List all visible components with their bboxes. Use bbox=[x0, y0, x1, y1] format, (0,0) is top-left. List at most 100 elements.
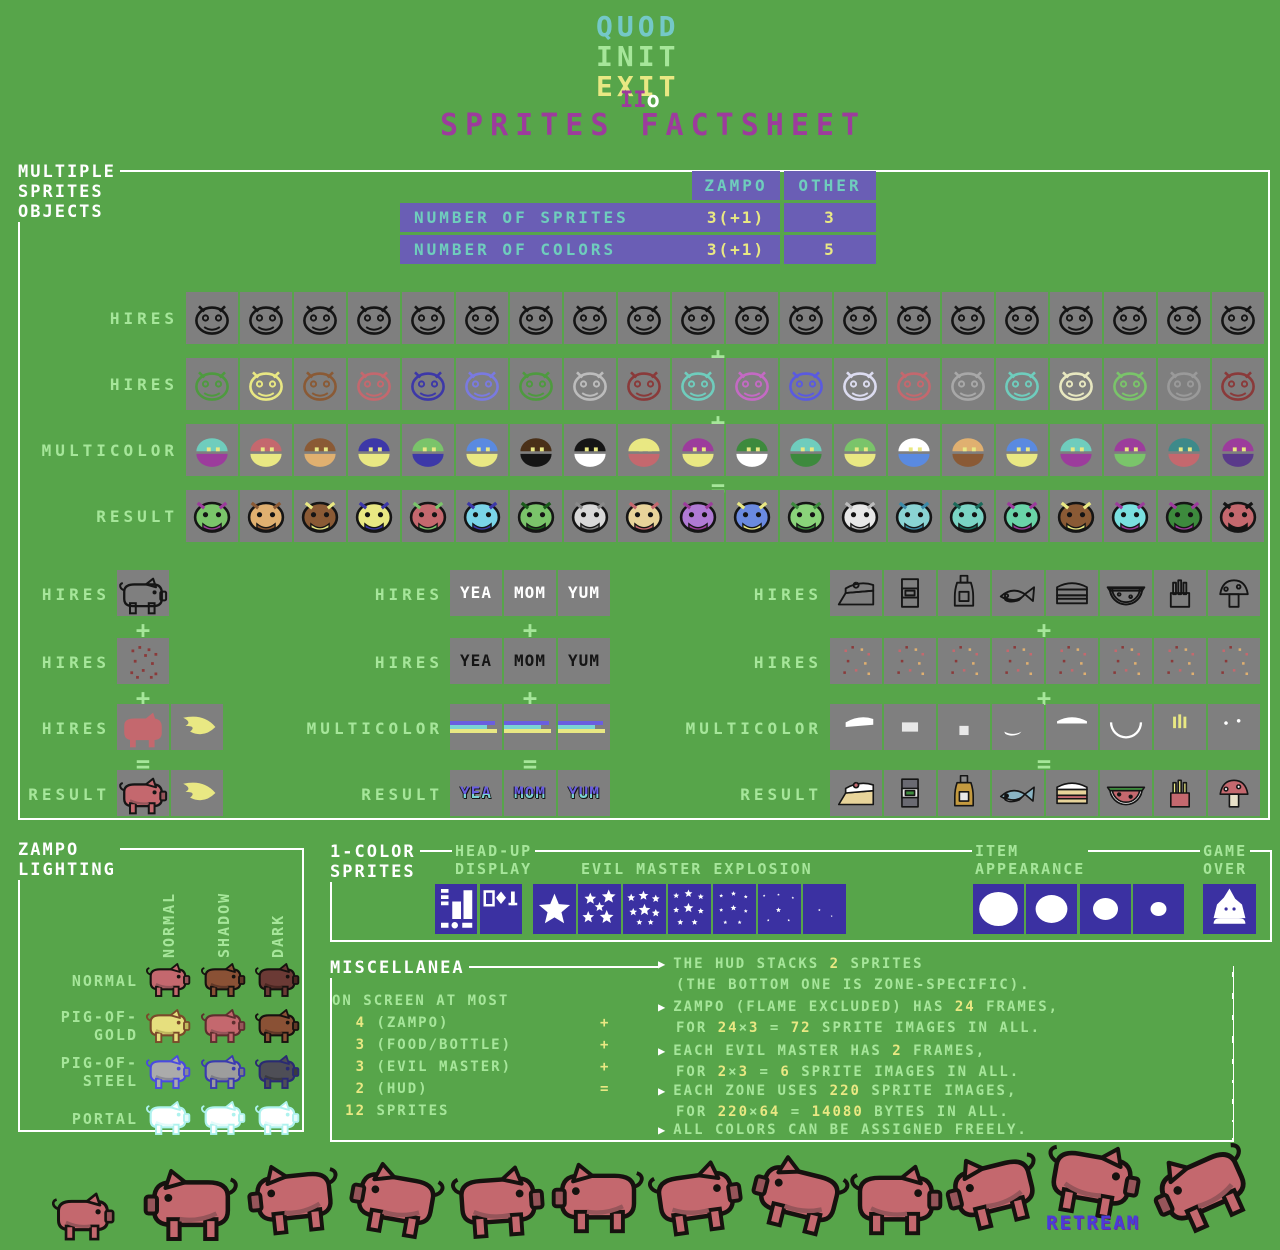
sprite-cell-result bbox=[618, 490, 670, 542]
misc-left-line: 12 SPRITES bbox=[345, 1103, 450, 1119]
food-cell-mushroom bbox=[1208, 570, 1260, 616]
sprite-cell-hires1 bbox=[888, 292, 940, 344]
row-label: HIRES bbox=[41, 585, 110, 604]
lighting-col-header: SHADOW bbox=[215, 891, 233, 958]
hud-cell-score bbox=[480, 884, 522, 934]
table-row-label: NUMBER OF COLORS bbox=[400, 235, 702, 264]
bullet-arrow-icon: ▶ bbox=[658, 1123, 668, 1137]
lighting-row-label: PORTAL bbox=[71, 1110, 138, 1128]
food-cell-sandwich bbox=[1046, 704, 1098, 750]
food-cell-can bbox=[884, 638, 936, 684]
speech-cell: YUM bbox=[558, 770, 610, 816]
sprite-cell-multicolor bbox=[1212, 424, 1264, 476]
sprite-cell-hires2 bbox=[996, 358, 1048, 410]
food-cell-watermelon bbox=[1100, 704, 1152, 750]
label-line: APPEARANCE bbox=[975, 860, 1086, 878]
hud-label: HEAD-UP DISPLAY bbox=[452, 842, 536, 878]
food-cell-fish bbox=[992, 770, 1044, 816]
speech-cell bbox=[450, 704, 502, 750]
sprite-cell-result bbox=[564, 490, 616, 542]
sprite-cell-result bbox=[996, 490, 1048, 542]
label-line: GAME bbox=[1203, 842, 1248, 860]
item-appearance-cell bbox=[1079, 884, 1131, 934]
food-cell-cake bbox=[830, 570, 882, 616]
table-cell: 3(+1) bbox=[692, 203, 780, 232]
title-quod: QUOD bbox=[596, 10, 680, 43]
sprite-cell-hires1 bbox=[780, 292, 832, 344]
heading-line: OBJECTS bbox=[18, 202, 104, 222]
hud-cell-meter bbox=[435, 884, 477, 934]
misc-left-line: 4 (ZAMPO) bbox=[355, 1015, 450, 1031]
sprite-cell-hires1 bbox=[510, 292, 562, 344]
sprite-cell-hires2 bbox=[240, 358, 292, 410]
pig-sprite bbox=[446, 1163, 551, 1242]
explosion-label: EVIL MASTER EXPLOSION bbox=[578, 860, 816, 878]
food-cell-fries bbox=[1154, 770, 1206, 816]
pig-sprite bbox=[641, 1155, 750, 1240]
lighting-row-label: NORMAL bbox=[71, 972, 138, 990]
sprite-cell-multicolor bbox=[996, 424, 1048, 476]
pig-sprite bbox=[28, 1192, 138, 1241]
game-over-cell bbox=[1203, 884, 1256, 934]
sprite-cell-result bbox=[1212, 490, 1264, 542]
title-numeral-o: o bbox=[646, 88, 660, 113]
sprite-cell-multicolor bbox=[294, 424, 346, 476]
food-cell-mushroom bbox=[1208, 770, 1260, 816]
sprite-cell-hires2 bbox=[1158, 358, 1210, 410]
sprite-cell-hires2 bbox=[348, 358, 400, 410]
sprite-cell-hires1 bbox=[1104, 292, 1156, 344]
row-label: HIRES bbox=[753, 585, 822, 604]
bullet-arrow-icon: ▶ bbox=[658, 1044, 668, 1058]
lighting-row-label: PIG-OF- GOLD bbox=[60, 1008, 138, 1044]
sprite-cell-hires1 bbox=[186, 292, 238, 344]
row-label: HIRES bbox=[109, 309, 178, 328]
sprite-cell-hires1 bbox=[1050, 292, 1102, 344]
sprite-cell-hires1 bbox=[672, 292, 724, 344]
sprite-cell-hires1 bbox=[834, 292, 886, 344]
food-cell-cake bbox=[830, 638, 882, 684]
row-label: HIRES bbox=[753, 653, 822, 672]
speech-cell: MOM bbox=[504, 638, 556, 684]
sprite-cell-multicolor bbox=[888, 424, 940, 476]
speech-cell: YEA bbox=[450, 570, 502, 616]
row-label: HIRES bbox=[374, 653, 443, 672]
speech-cell: MOM bbox=[504, 570, 556, 616]
sprite-cell-hires2 bbox=[942, 358, 994, 410]
food-cell-bottle bbox=[938, 570, 990, 616]
row-label: HIRES bbox=[41, 719, 110, 738]
sprite-cell-multicolor bbox=[1104, 424, 1156, 476]
sprite-cell-multicolor bbox=[942, 424, 994, 476]
sprite-cell-multicolor bbox=[348, 424, 400, 476]
row-label: HIRES bbox=[374, 585, 443, 604]
speech-cell: MOM bbox=[504, 770, 556, 816]
food-cell-fish bbox=[992, 638, 1044, 684]
sprite-cell-multicolor bbox=[618, 424, 670, 476]
food-cell-watermelon bbox=[1100, 570, 1152, 616]
sprite-cell-hires2 bbox=[564, 358, 616, 410]
misc-left-line: 3 (FOOD/BOTTLE) bbox=[355, 1037, 513, 1053]
multiple-sprites-heading: MULTIPLE SPRITES OBJECTS bbox=[14, 162, 120, 222]
table-cell: 5 bbox=[784, 235, 876, 264]
pig-sprite bbox=[741, 1147, 858, 1243]
lighting-pig-sprite bbox=[144, 1100, 192, 1136]
misc-left-operator: = bbox=[600, 1081, 611, 1097]
misc-left-operator: + bbox=[600, 1015, 611, 1031]
sprite-cell-multicolor bbox=[240, 424, 292, 476]
item-appearance-label: ITEM APPEARANCE bbox=[972, 842, 1089, 878]
speech-cell: YUM bbox=[558, 570, 610, 616]
sprite-cell-hires2 bbox=[402, 358, 454, 410]
heading-line: ZAMPO bbox=[18, 840, 80, 860]
label-line: DISPLAY bbox=[455, 860, 533, 878]
pig-sprite bbox=[140, 1168, 242, 1242]
misc-right-line: ▶ THE HUD STACKS 2 SPRITES bbox=[658, 956, 1233, 972]
food-cell-sandwich bbox=[1046, 570, 1098, 616]
sprite-cell-hires1 bbox=[1212, 292, 1264, 344]
misc-right-line: FOR 220×64 = 14080 BYTES IN ALL. bbox=[658, 1104, 1233, 1120]
table-col-zampo: ZAMPO bbox=[692, 171, 780, 200]
sprite-cell-hires2 bbox=[834, 358, 886, 410]
one-color-heading: 1-COLOR SPRITES bbox=[326, 842, 420, 882]
food-cell-fries bbox=[1154, 638, 1206, 684]
food-cell-bottle bbox=[938, 770, 990, 816]
lighting-pig-sprite bbox=[199, 962, 247, 998]
